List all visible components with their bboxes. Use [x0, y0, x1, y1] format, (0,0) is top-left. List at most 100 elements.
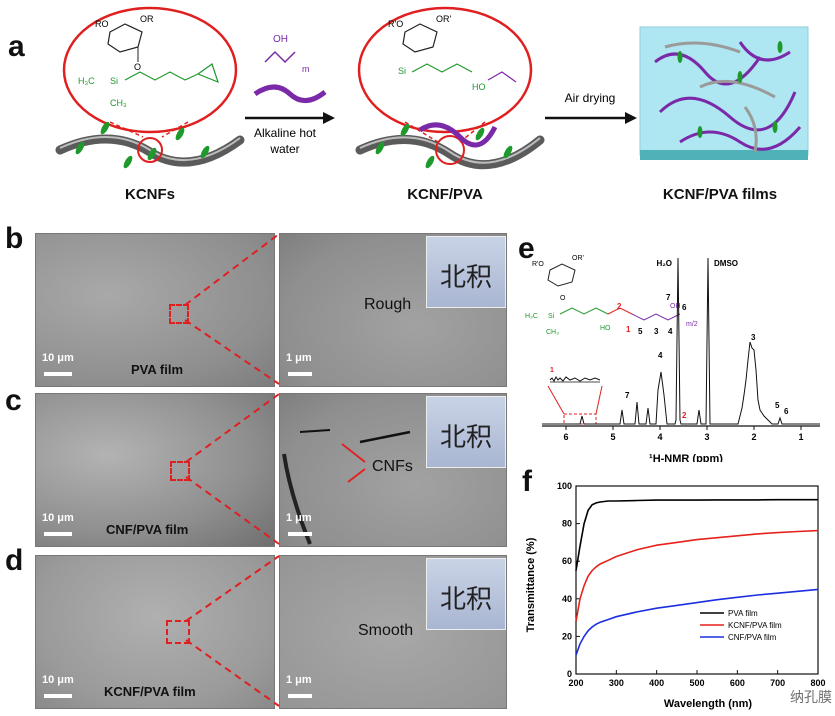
peak-num-5: 5: [775, 401, 780, 410]
chart-legend: PVA film KCNF/PVA film CNF/PVA film: [700, 609, 782, 642]
photo-text-c: 北积: [439, 423, 492, 453]
note-smooth: Smooth: [358, 622, 414, 639]
struct-num-1: 1: [626, 325, 631, 334]
photo-kcnf: 北积: [426, 558, 506, 630]
sem-kcnf-low: 10 μm KCNF/PVA film: [35, 555, 275, 709]
caption-cnf-pva-film: CNF/PVA film: [106, 522, 189, 537]
struct-num-6: 6: [682, 303, 687, 312]
chart-ylabel: Transmittance (%): [525, 537, 537, 632]
nmr-chem-o: O: [560, 295, 566, 302]
chart-lines: [575, 498, 819, 656]
x-tick-label-400: 400: [649, 678, 664, 688]
magnify-ellipse-kcnf-pva: [357, 6, 533, 134]
pva-chain: [253, 84, 327, 103]
panel-letter-e: e: [518, 232, 535, 265]
sem-pva-high: 北积 Rough 1 μm: [279, 233, 507, 387]
series-line-0: [575, 498, 818, 571]
chem-o: O: [134, 62, 141, 72]
panel-letter-c: c: [5, 384, 22, 417]
nmr-chem-oh: OH: [670, 303, 681, 310]
sem-kcnf-high: 北积 Smooth 1 μm: [279, 555, 507, 709]
note-cnfs: CNFs: [372, 458, 413, 475]
panel-letter-b: b: [5, 222, 24, 255]
nmr-tick-label-3: 3: [704, 432, 709, 442]
nmr-peak-numbers: 2 3 4 5 6 7: [625, 333, 789, 420]
nmr-chem-ho: HO: [600, 325, 611, 332]
photo-cnf: 北积: [426, 396, 506, 468]
chem-or: OR: [140, 14, 154, 24]
nmr-chem-m2: m/2: [686, 321, 698, 328]
nmr-spectrum: R'O OR' O Si H₃C CH₃ HO OH m/2 1 2 3 4 5…: [525, 255, 820, 462]
scale-bar-d-right: [288, 694, 312, 698]
scale-label-c-right: 1 μm: [286, 512, 312, 524]
caption-pva-film: PVA film: [131, 362, 184, 377]
legend-label-2: CNF/PVA film: [728, 633, 777, 642]
nmr-tick-label-4: 4: [657, 432, 662, 442]
nmr-tick-label-2: 2: [751, 432, 756, 442]
nmr-tick-label-5: 5: [610, 432, 615, 442]
plot-frame: [575, 485, 819, 675]
x-tick-label-600: 600: [730, 678, 745, 688]
chem-ch3: CH₃: [110, 98, 127, 108]
sem-pva-low: 10 μm PVA film: [35, 233, 275, 387]
chem-si: Si: [110, 76, 118, 86]
zoom-box-c: [170, 461, 190, 481]
magnify-ellipse-kcnf: [62, 6, 238, 134]
series-line-1: [575, 529, 819, 622]
label-kcnf-pva-films: KCNF/PVA films: [662, 186, 778, 203]
x-tick-label-500: 500: [689, 678, 704, 688]
y-tick-label-60: 60: [562, 556, 572, 566]
watermark: 纳孔膜: [790, 689, 832, 705]
chem-si2: Si: [398, 66, 406, 76]
scale-label-d-left: 10 μm: [42, 674, 74, 686]
x-tick-label-700: 700: [770, 678, 785, 688]
step1-line1: Alkaline hot: [254, 126, 317, 140]
peak-num-7: 7: [625, 391, 630, 400]
struct-num-5: 5: [638, 327, 643, 336]
nmr-chem-ch3: CH₃: [546, 329, 559, 336]
y-tick-label-20: 20: [562, 631, 572, 641]
peak-label-dmso: DMSO: [714, 259, 738, 268]
scale-label-b-right: 1 μm: [286, 352, 312, 364]
y-tick-label-0: 0: [567, 669, 572, 679]
chem-ro: RO: [95, 19, 109, 29]
struct-num-3: 3: [654, 327, 659, 336]
scale-bar-c-right: [288, 532, 312, 536]
nmr-struct-numbers: 1 2 3 4 5 6 7: [617, 293, 687, 336]
chart-axes: 200 300 400 500 600 700 800 0 20 40 60 80 100: [557, 481, 826, 688]
scale-label-c-left: 10 μm: [42, 512, 74, 524]
x-tick-label-300: 300: [609, 678, 624, 688]
nmr-trace: [542, 257, 820, 425]
chem-h3c: H₃C: [78, 76, 95, 86]
peak-label-h2o: H₂O: [656, 259, 672, 268]
y-tick-label-40: 40: [562, 594, 572, 604]
label-kcnfs: KCNFs: [124, 186, 175, 203]
caption-kcnf-pva-film: KCNF/PVA film: [104, 684, 196, 699]
panel-letter-a: a: [8, 30, 25, 63]
chem-ho: HO: [472, 82, 486, 92]
legend-label-1: KCNF/PVA film: [728, 621, 782, 630]
panel-letter-d: d: [5, 544, 24, 577]
nmr-tick-label-1: 1: [798, 432, 803, 442]
arrow-step2: [625, 112, 637, 124]
struct-num-2: 2: [617, 302, 622, 311]
peak-num-3: 3: [751, 333, 756, 342]
nmr-tick-label-6: 6: [563, 432, 568, 442]
peak-num-6: 6: [784, 407, 789, 416]
arrow-step1: [323, 112, 335, 124]
struct-num-4: 4: [668, 327, 673, 336]
chem-ro2: R'O: [388, 19, 403, 29]
peak-num-2: 2: [682, 411, 687, 420]
scale-bar-b-right: [288, 372, 312, 376]
nmr-chem-or: OR': [572, 255, 584, 262]
photo-pva: 北积: [426, 236, 506, 308]
nmr-chem-si: Si: [548, 313, 555, 320]
step2-label: Air drying: [565, 91, 616, 105]
fiber-kcnf-pva: [355, 135, 545, 170]
label-kcnf-pva: KCNF/PVA: [407, 186, 483, 203]
series-line-2: [575, 588, 819, 656]
x-tick-label-200: 200: [568, 678, 583, 688]
photo-text-b: 北积: [439, 263, 492, 293]
nmr-xlabel: ¹H-NMR (ppm): [649, 453, 723, 462]
scale-label-d-right: 1 μm: [286, 674, 312, 686]
